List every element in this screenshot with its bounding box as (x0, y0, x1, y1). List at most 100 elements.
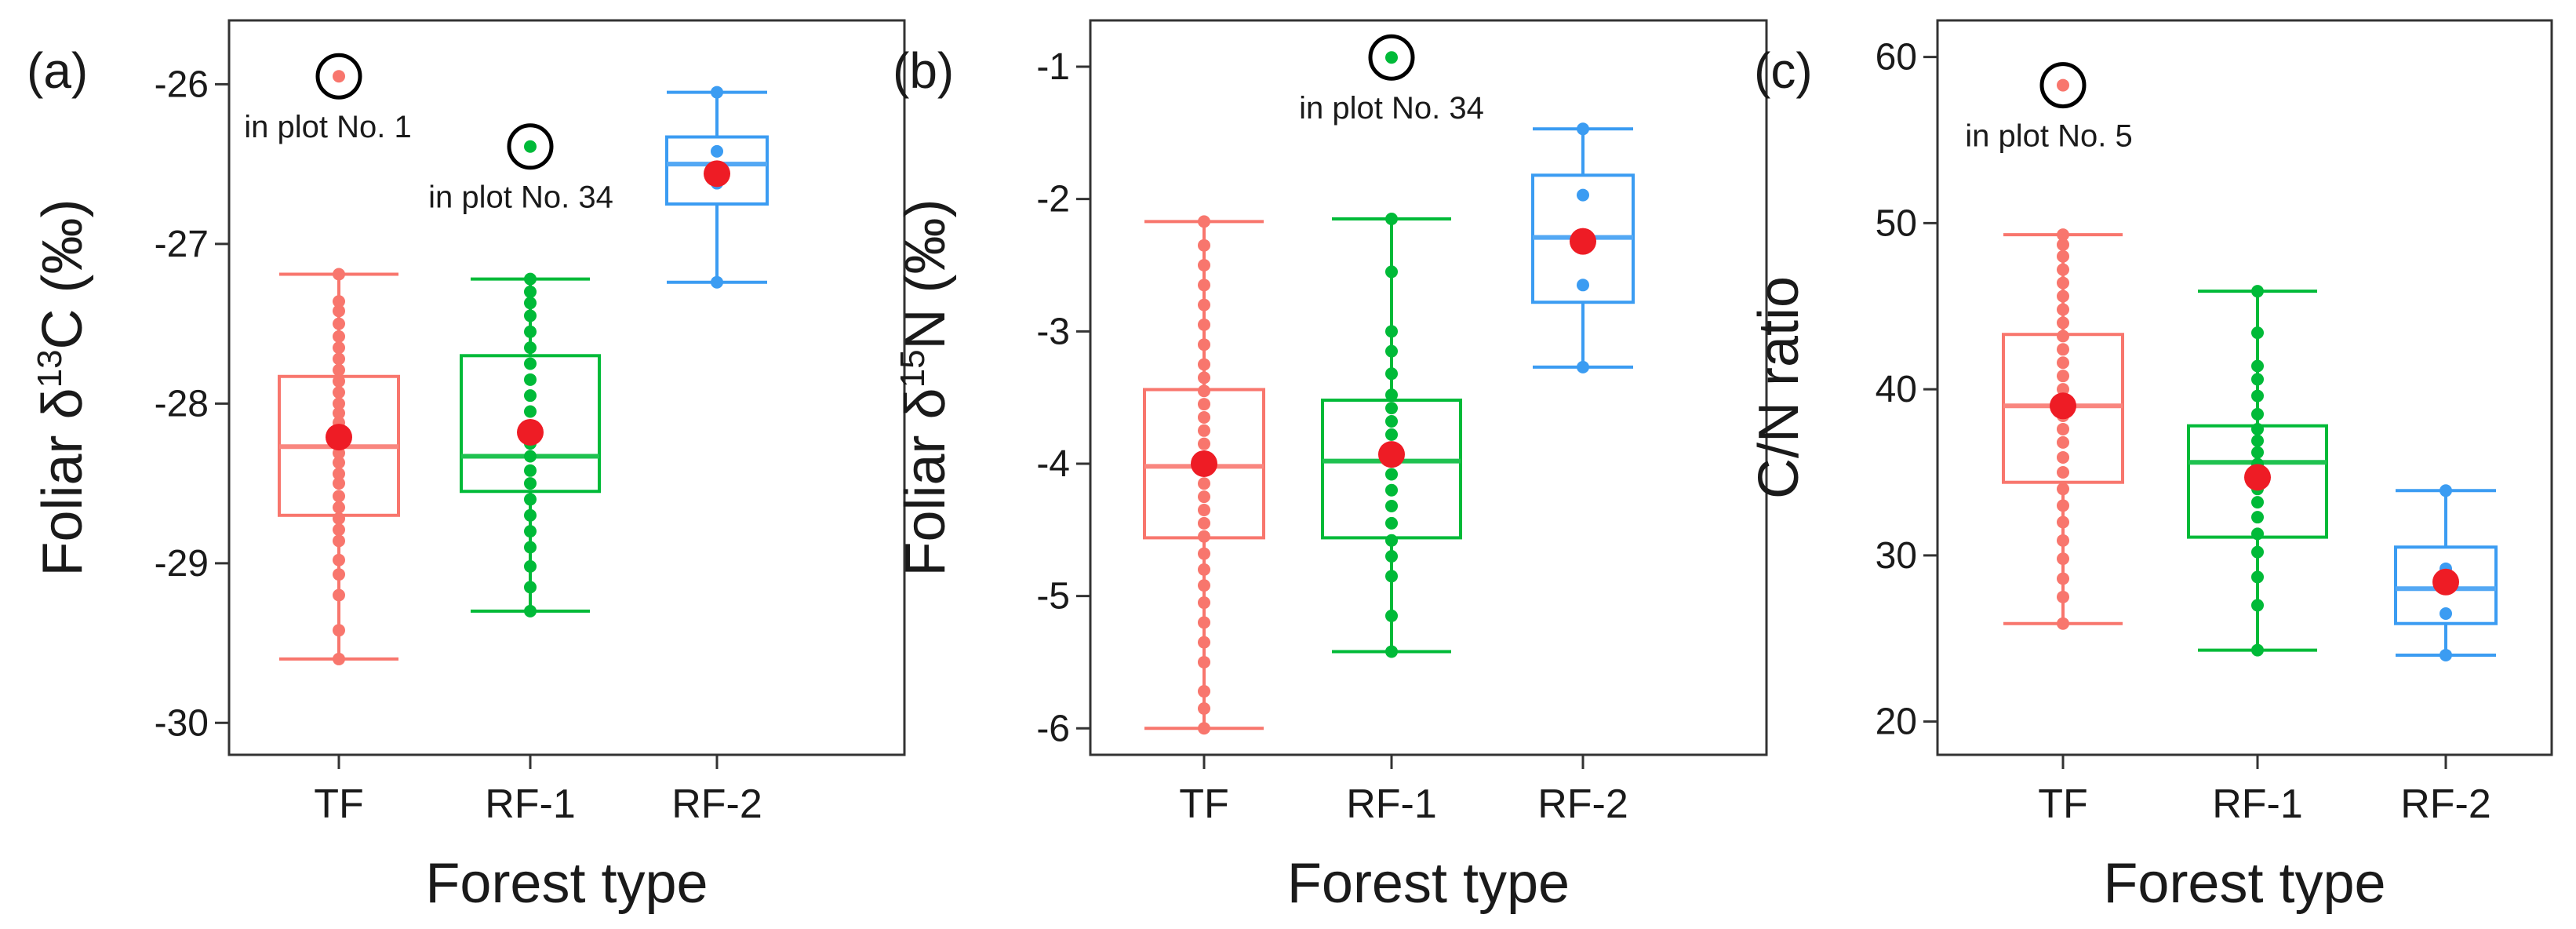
data-point (2251, 389, 2264, 403)
data-point (2251, 496, 2264, 509)
data-point (333, 467, 345, 480)
data-point (333, 317, 345, 330)
data-point (1198, 437, 1210, 450)
data-point (1198, 338, 1210, 352)
data-point (1198, 655, 1210, 669)
plot-frame-3 (1936, 19, 2553, 756)
data-point (2057, 290, 2069, 303)
data-point (524, 450, 537, 463)
data-point (1385, 516, 1398, 530)
data-point (2440, 607, 2452, 620)
data-point (2251, 570, 2264, 584)
outlier-point (2057, 78, 2069, 92)
data-point (1198, 596, 1210, 610)
data-point (2251, 326, 2264, 340)
data-point (524, 541, 537, 554)
data-point (1198, 547, 1210, 560)
data-point (333, 523, 345, 537)
data-point (524, 272, 537, 286)
mean-marker (517, 418, 544, 446)
data-point (1198, 384, 1210, 398)
data-point (1385, 534, 1398, 547)
plot-frame-1 (227, 19, 906, 756)
data-point (2057, 534, 2069, 547)
mean-marker (2432, 568, 2459, 596)
data-point (524, 525, 537, 538)
data-point (1385, 344, 1398, 358)
data-point (333, 624, 345, 637)
panel-label: (b) (893, 42, 954, 99)
data-point (2057, 238, 2069, 251)
y-tick-label: -28 (155, 383, 209, 424)
y-tick-label: -3 (1036, 311, 1070, 352)
data-point (2057, 552, 2069, 566)
data-point (2057, 250, 2069, 263)
data-point (333, 588, 345, 602)
data-point (2251, 446, 2264, 459)
data-point (2057, 303, 2069, 316)
data-point (333, 477, 345, 490)
data-point (2251, 434, 2264, 447)
data-point (1385, 212, 1398, 225)
data-point (333, 652, 345, 665)
y-tick-label: -5 (1036, 576, 1070, 618)
mean-marker (1191, 450, 1217, 477)
y-tick-label: -30 (155, 702, 209, 744)
data-point (2251, 373, 2264, 386)
data-point (1198, 371, 1210, 384)
mean-marker (2244, 464, 2271, 491)
y-axis-title: Foliar δ13C (‰) (31, 199, 94, 576)
outlier-point (333, 70, 345, 83)
x-category-label: TF (314, 781, 364, 827)
y-tick-label: 40 (1876, 369, 1917, 410)
data-point (1385, 483, 1398, 497)
data-point (524, 297, 537, 310)
data-point (2057, 330, 2069, 343)
data-point (711, 86, 723, 99)
data-point (1385, 415, 1398, 428)
data-point (2057, 617, 2069, 630)
data-point (333, 374, 345, 388)
mean-marker (704, 160, 730, 188)
outlier-annotation: in plot No. 5 (1965, 119, 2132, 154)
data-point (2057, 356, 2069, 370)
data-point (2057, 483, 2069, 496)
data-point (524, 559, 537, 573)
box-iqr (460, 354, 601, 494)
panel-label: (a) (27, 42, 88, 99)
data-point (2251, 545, 2264, 559)
outlier-circle (2039, 62, 2087, 109)
data-point (1198, 279, 1210, 292)
data-point (1385, 367, 1398, 381)
y-axis-title: C/N ratio (1748, 276, 1810, 499)
data-point (711, 275, 723, 289)
data-point (1577, 279, 1589, 292)
data-point (2057, 572, 2069, 585)
data-point (333, 534, 345, 548)
data-point (333, 553, 345, 567)
data-point (2057, 435, 2069, 449)
y-tick-label: -29 (155, 543, 209, 585)
data-point (333, 386, 345, 399)
data-point (1198, 701, 1210, 715)
data-point (333, 341, 345, 355)
outlier-point (1385, 51, 1398, 64)
data-point (524, 464, 537, 477)
y-axis-title-part: C/N ratio (1748, 276, 1810, 499)
data-point (333, 295, 345, 308)
data-point (333, 363, 345, 377)
x-category-label: TF (2038, 781, 2088, 827)
outlier-circle (507, 123, 554, 170)
y-tick-label: -2 (1036, 179, 1070, 220)
data-point (1198, 636, 1210, 649)
data-point (1385, 609, 1398, 622)
data-point (1198, 298, 1210, 311)
data-point (524, 373, 537, 386)
data-point (2057, 499, 2069, 512)
data-point (1385, 402, 1398, 415)
data-point (1198, 259, 1210, 271)
data-point (333, 490, 345, 503)
data-point (2440, 484, 2452, 497)
panel-label: (c) (1754, 42, 1813, 99)
